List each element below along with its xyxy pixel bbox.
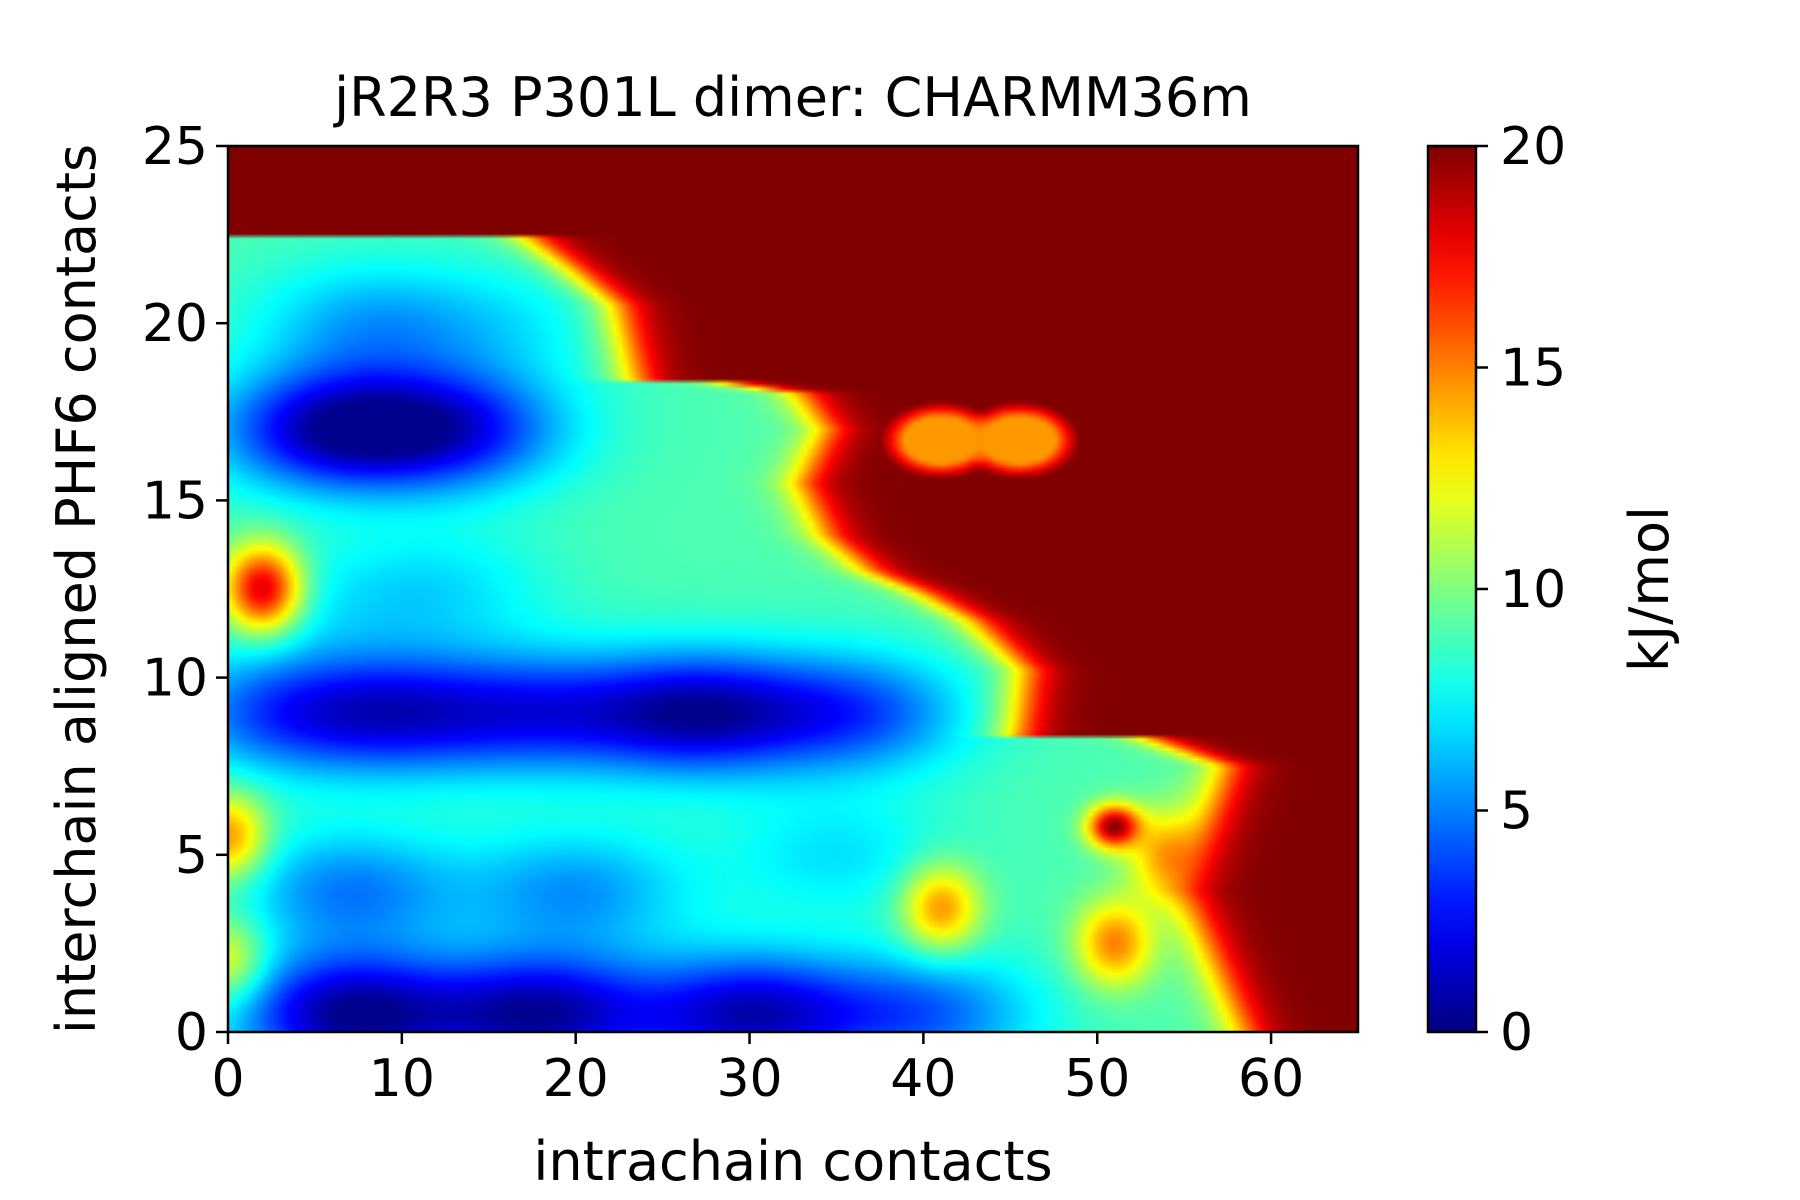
plot-area [228,146,1358,1032]
colorbar-tick-label: 15 [1500,339,1566,399]
y-tick-label: 25 [142,117,208,177]
x-axis-label: intrachain contacts [533,1130,1052,1193]
colorbar-tick-label: 5 [1500,782,1533,842]
colorbar: 0 5 10 15 20 kJ/mol [1426,117,1681,1063]
x-tick-label: 0 [211,1049,244,1109]
y-tick-label: 15 [142,471,208,531]
heatmap-image [228,146,1358,1032]
x-tick-label: 30 [716,1049,782,1109]
y-axis-label: interchain aligned PHF6 contacts [45,144,108,1034]
y-axis: 0 5 10 15 20 25 [142,117,228,1063]
x-tick-label: 60 [1238,1049,1304,1109]
colorbar-tick-label: 20 [1500,117,1566,177]
x-axis: 0 10 20 30 40 50 60 [211,1032,1304,1109]
colorbar-label: kJ/mol [1618,506,1681,672]
colorbar-gradient [1426,144,1478,1034]
colorbar-ticks: 0 5 10 15 20 [1476,117,1566,1063]
y-tick-label: 10 [142,649,208,709]
x-tick-label: 10 [369,1049,435,1109]
y-tick-label: 20 [142,294,208,354]
x-tick-label: 40 [890,1049,956,1109]
chart-title: jR2R3 P301L dimer: CHARMM36m [333,66,1252,129]
y-tick-label: 5 [175,826,208,886]
colorbar-tick-label: 10 [1500,560,1566,620]
colorbar-tick-label: 0 [1500,1003,1533,1063]
x-tick-label: 50 [1064,1049,1130,1109]
y-tick-label: 0 [175,1003,208,1063]
x-tick-label: 20 [543,1049,609,1109]
plot-frame [226,144,1360,1034]
